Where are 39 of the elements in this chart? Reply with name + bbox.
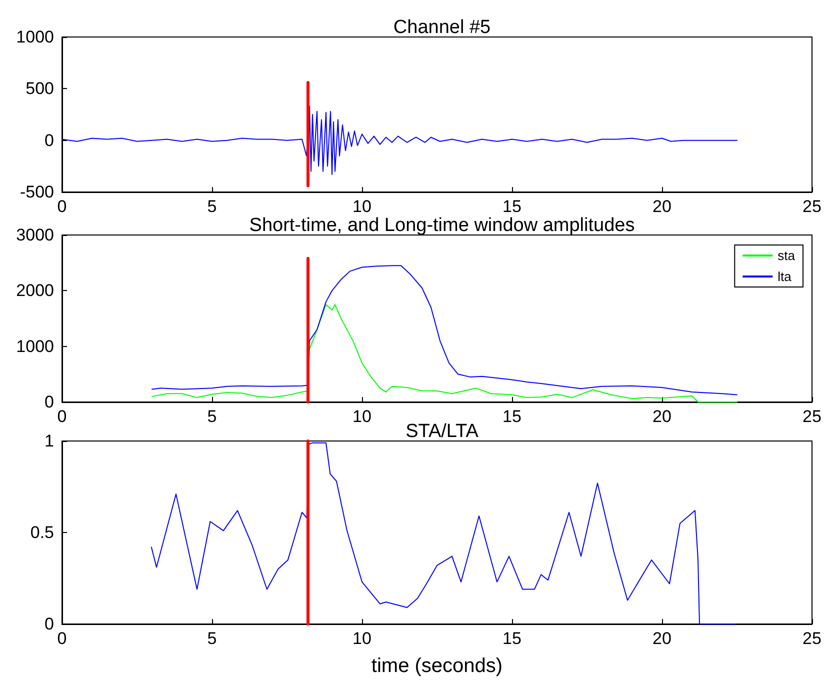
x-tick-label: 5 — [207, 407, 217, 426]
y-tick-label: 1000 — [16, 336, 54, 356]
x-tick-label: 20 — [652, 197, 672, 216]
x-tick-label: 25 — [802, 407, 822, 426]
y-tick-label: 1 — [44, 432, 54, 450]
y-tick-label: 1000 — [16, 28, 54, 46]
legend-label: lta — [778, 269, 792, 284]
x-tick-label: 20 — [652, 629, 672, 648]
x-tick-label: 10 — [352, 629, 372, 648]
y-tick-label: 3000 — [16, 226, 54, 244]
y-tick-label: 0 — [44, 130, 54, 150]
y-tick-label: 0 — [44, 392, 54, 412]
y-tick-label: 2000 — [16, 281, 54, 300]
legend-label: sta — [778, 248, 796, 263]
x-tick-label: 10 — [352, 197, 372, 216]
x-tick-label: 25 — [802, 197, 822, 216]
line-series — [152, 304, 738, 402]
x-tick-label: 15 — [502, 629, 522, 648]
x-tick-label: 5 — [207, 629, 217, 648]
x-tick-label: 0 — [57, 197, 67, 216]
x-tick-label: 5 — [207, 197, 217, 216]
line-series — [152, 265, 738, 396]
x-tick-label: 20 — [652, 407, 672, 426]
x-tick-label: 15 — [502, 197, 522, 216]
chart-title: Channel #5 — [393, 17, 491, 38]
x-tick-label: 25 — [802, 629, 822, 648]
y-tick-label: 0.5 — [30, 523, 54, 542]
y-tick-label: 500 — [26, 79, 54, 98]
x-tick-label: 0 — [57, 629, 67, 648]
line-series — [150, 442, 736, 624]
y-tick-label: 0 — [44, 614, 54, 634]
x-tick-label: 15 — [502, 407, 522, 426]
x-tick-label: 10 — [352, 407, 372, 426]
x-tick-label: 0 — [57, 407, 67, 426]
x-axis-title: time (seconds) — [371, 655, 503, 677]
chart-title: Short-time, and Long-time window amplitudes — [249, 215, 635, 236]
y-tick-label: -500 — [20, 182, 54, 202]
chart-title: STA/LTA — [406, 421, 479, 442]
line-series — [62, 106, 738, 175]
